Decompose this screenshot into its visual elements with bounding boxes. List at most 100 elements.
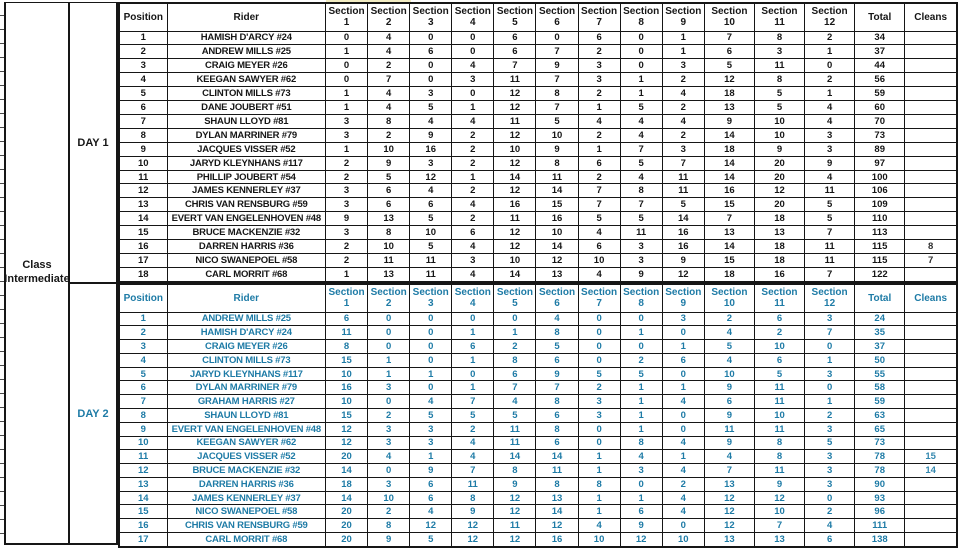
rider-row: 8 DYLAN MARRINER #79 3 2 9 2 12 10 2 4 2 14 10 3 73 bbox=[118, 127, 958, 143]
position-cell: 7 bbox=[118, 394, 168, 409]
section-1-score-cell: 0 bbox=[324, 58, 369, 74]
section-11-score-cell: 18 bbox=[753, 239, 806, 254]
section-6-score-cell: 6 bbox=[535, 435, 579, 451]
section-12-score-cell: 2 bbox=[804, 407, 856, 423]
section-5-score-cell: 11 bbox=[493, 518, 537, 533]
section-10-score-cell: 14 bbox=[703, 127, 755, 143]
col-header-section-6: Section 6 bbox=[535, 2, 579, 32]
rider-row: 11 PHILLIP JOUBERT #54 2 5 12 1 14 11 2 4 11 14 20 4 1… bbox=[118, 169, 958, 185]
section-7-score-cell: 2 bbox=[577, 44, 621, 60]
section-6-score-cell: 11 bbox=[535, 463, 579, 478]
rider-name-cell: ANDREW MILLS #25 bbox=[166, 44, 326, 60]
section-7-score-cell: 2 bbox=[577, 169, 621, 185]
section-7-score-cell: 4 bbox=[577, 113, 621, 129]
cleans-cell bbox=[904, 86, 958, 102]
total-cell: 37 bbox=[854, 339, 906, 354]
section-5-score-cell: 7 bbox=[493, 380, 537, 396]
section-6-score-cell: 9 bbox=[535, 141, 579, 157]
section-6-score-cell: 6 bbox=[535, 352, 579, 368]
section-3-score-cell: 0 bbox=[409, 325, 453, 341]
section-6-score-cell: 8 bbox=[535, 421, 579, 437]
section-5-score-cell: 14 bbox=[493, 266, 537, 283]
col-header-section-2: Section 2 bbox=[367, 283, 411, 313]
section-5-score-cell: 2 bbox=[493, 339, 537, 354]
rider-name-cell: JARYD KLEYNHANS #117 bbox=[166, 155, 326, 171]
cleans-cell bbox=[904, 141, 958, 157]
section-4-score-cell: 2 bbox=[451, 421, 495, 437]
section-7-score-cell: 7 bbox=[577, 183, 621, 199]
section-4-score-cell: 4 bbox=[451, 266, 495, 283]
total-cell: 110 bbox=[854, 211, 906, 227]
position-cell: 16 bbox=[118, 239, 168, 254]
section-10-score-cell: 7 bbox=[703, 30, 755, 46]
total-cell: 115 bbox=[854, 253, 906, 268]
section-6-score-cell: 8 bbox=[535, 86, 579, 102]
total-cell: 73 bbox=[854, 127, 906, 143]
section-12-score-cell: 3 bbox=[804, 127, 856, 143]
section-10-score-cell: 9 bbox=[703, 407, 755, 423]
col-header-section-12: Section 12 bbox=[804, 283, 856, 313]
section-7-score-cell: 1 bbox=[577, 100, 621, 115]
section-10-score-cell: 12 bbox=[703, 490, 755, 506]
section-9-score-cell: 0 bbox=[661, 366, 705, 382]
section-10-score-cell: 16 bbox=[703, 183, 755, 199]
cleans-cell bbox=[904, 169, 958, 185]
section-12-score-cell: 5 bbox=[804, 211, 856, 227]
section-4-score-cell: 4 bbox=[451, 113, 495, 129]
section-2-score-cell: 2 bbox=[367, 127, 411, 143]
cleans-cell bbox=[904, 72, 958, 88]
section-8-score-cell: 9 bbox=[619, 518, 663, 533]
position-cell: 6 bbox=[118, 380, 168, 396]
section-12-score-cell: 0 bbox=[804, 380, 856, 396]
section-12-score-cell: 7 bbox=[804, 266, 856, 283]
section-12-score-cell: 2 bbox=[804, 30, 856, 46]
cleans-cell bbox=[904, 197, 958, 213]
rider-name-cell: HAMISH D'ARCY #24 bbox=[166, 325, 326, 341]
section-3-score-cell: 0 bbox=[409, 30, 453, 46]
section-5-score-cell: 11 bbox=[493, 211, 537, 227]
section-11-score-cell: 11 bbox=[753, 421, 806, 437]
section-5-score-cell: 14 bbox=[493, 449, 537, 465]
section-6-score-cell: 14 bbox=[535, 449, 579, 465]
total-cell: 73 bbox=[854, 435, 906, 451]
section-3-score-cell: 0 bbox=[409, 311, 453, 327]
rider-name-cell: DARREN HARRIS #36 bbox=[166, 476, 326, 492]
col-header-rider: Rider bbox=[166, 2, 326, 32]
section-3-score-cell: 0 bbox=[409, 58, 453, 74]
section-6-score-cell: 16 bbox=[535, 211, 579, 227]
section-11-score-cell: 12 bbox=[753, 490, 806, 506]
rider-row: 6 DANE JOUBERT #51 1 4 5 1 12 7 1 5 2 13 5 4 60 bbox=[118, 100, 958, 115]
section-9-score-cell: 0 bbox=[661, 407, 705, 423]
col-header-section-9: Section 9 bbox=[661, 283, 705, 313]
section-5-score-cell: 7 bbox=[493, 58, 537, 74]
section-5-score-cell: 6 bbox=[493, 366, 537, 382]
section-8-score-cell: 6 bbox=[619, 504, 663, 520]
total-cell: 113 bbox=[854, 225, 906, 241]
section-2-score-cell: 8 bbox=[367, 518, 411, 533]
section-10-score-cell: 13 bbox=[703, 476, 755, 492]
section-4-score-cell: 12 bbox=[451, 518, 495, 533]
section-9-score-cell: 6 bbox=[661, 352, 705, 368]
section-4-score-cell: 0 bbox=[451, 311, 495, 327]
section-7-score-cell: 4 bbox=[577, 518, 621, 533]
section-1-score-cell: 3 bbox=[324, 197, 369, 213]
rider-name-cell: ANDREW MILLS #25 bbox=[166, 311, 326, 327]
section-6-score-cell: 7 bbox=[535, 72, 579, 88]
section-4-score-cell: 4 bbox=[451, 58, 495, 74]
section-11-score-cell: 11 bbox=[753, 394, 806, 409]
section-8-score-cell: 1 bbox=[619, 380, 663, 396]
section-9-score-cell: 4 bbox=[661, 86, 705, 102]
section-8-score-cell: 5 bbox=[619, 155, 663, 171]
section-1-score-cell: 18 bbox=[324, 476, 369, 492]
day1-table: Position Rider Section 1 Section 2 Section 3 Sec… bbox=[118, 2, 958, 283]
section-4-score-cell: 12 bbox=[451, 532, 495, 548]
section-8-score-cell: 4 bbox=[619, 113, 663, 129]
section-8-score-cell: 11 bbox=[619, 225, 663, 241]
section-6-score-cell: 10 bbox=[535, 225, 579, 241]
section-1-score-cell: 12 bbox=[324, 435, 369, 451]
section-6-score-cell: 14 bbox=[535, 183, 579, 199]
section-7-score-cell: 6 bbox=[577, 30, 621, 46]
section-6-score-cell: 15 bbox=[535, 197, 579, 213]
section-4-score-cell: 2 bbox=[451, 183, 495, 199]
section-9-score-cell: 14 bbox=[661, 211, 705, 227]
